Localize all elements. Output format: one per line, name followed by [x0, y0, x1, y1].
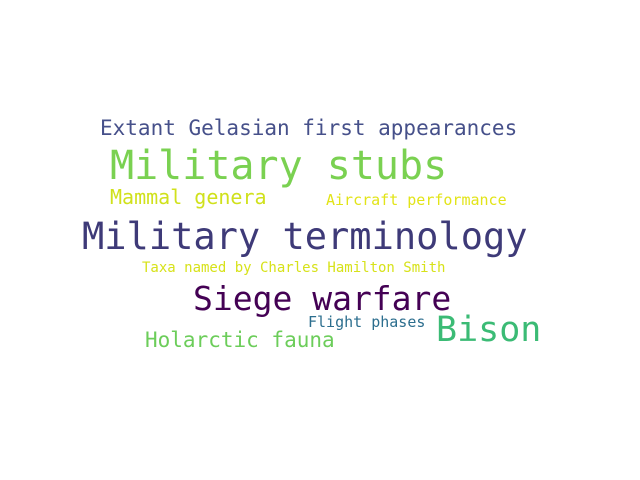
word-bison: Bison	[436, 310, 542, 350]
word-mammal-genera: Mammal genera	[110, 185, 267, 209]
word-siege-warfare: Siege warfare	[193, 279, 452, 318]
word-flight-phases: Flight phases	[308, 313, 426, 331]
word-holarctic-fauna: Holarctic fauna	[145, 328, 335, 352]
word-taxa-named-by-charles-hamilton-smith: Taxa named by Charles Hamilton Smith	[142, 260, 446, 276]
word-extant-gelasian-first-appearances: Extant Gelasian first appearances	[100, 116, 518, 140]
word-military-terminology: Military terminology	[82, 215, 528, 258]
word-aircraft-performance: Aircraft performance	[326, 191, 507, 209]
word-military-stubs: Military stubs	[110, 143, 448, 189]
